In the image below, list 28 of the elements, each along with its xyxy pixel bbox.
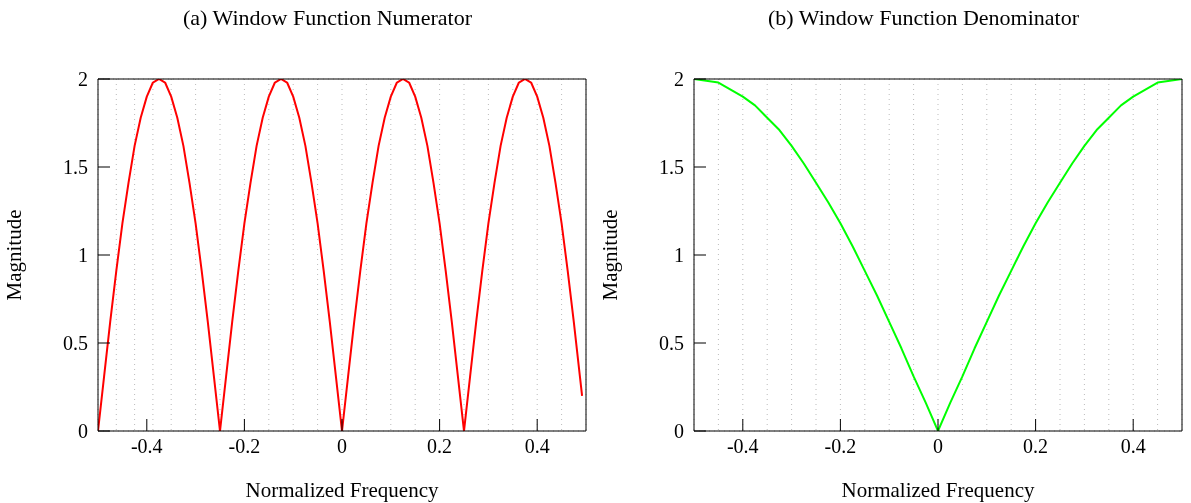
x-tick-label: 0 [337, 435, 347, 458]
x-tick-label: 0.4 [1120, 435, 1146, 458]
y-tick-label: 2 [78, 68, 88, 91]
line-series [694, 79, 1182, 431]
y-tick-label: 0 [674, 420, 684, 443]
y-tick-label: 0 [78, 420, 88, 443]
y-tick-label: 1.5 [63, 156, 88, 179]
x-tick-label: 0 [933, 435, 943, 458]
x-tick-label: -0.2 [824, 435, 857, 458]
x-tick-label: -0.4 [130, 435, 163, 458]
y-tick-label: 2 [674, 68, 684, 91]
chart-title: (a) Window Function Numerator [182, 4, 473, 32]
y-tick-label: 1 [674, 244, 684, 267]
x-axis-title: Normalized Frequency [841, 478, 1035, 502]
x-tick-label: 0.4 [524, 435, 550, 458]
y-tick-label: 1.5 [659, 156, 684, 179]
y-tick-label: 1 [78, 244, 88, 267]
chart-title: (b) Window Function Denominator [767, 4, 1080, 32]
x-tick-label: 0.2 [1023, 435, 1049, 458]
x-axis-title: Normalized Frequency [245, 478, 439, 502]
line-series [98, 79, 584, 431]
y-tick-label: 0.5 [659, 332, 684, 355]
y-tick-label: 0.5 [63, 332, 88, 355]
x-tick-label: 0.2 [427, 435, 453, 458]
x-tick-label: -0.4 [726, 435, 759, 458]
y-axis-title: Magnitude [598, 209, 623, 301]
y-axis-title: Magnitude [2, 209, 27, 301]
x-tick-label: -0.2 [228, 435, 261, 458]
